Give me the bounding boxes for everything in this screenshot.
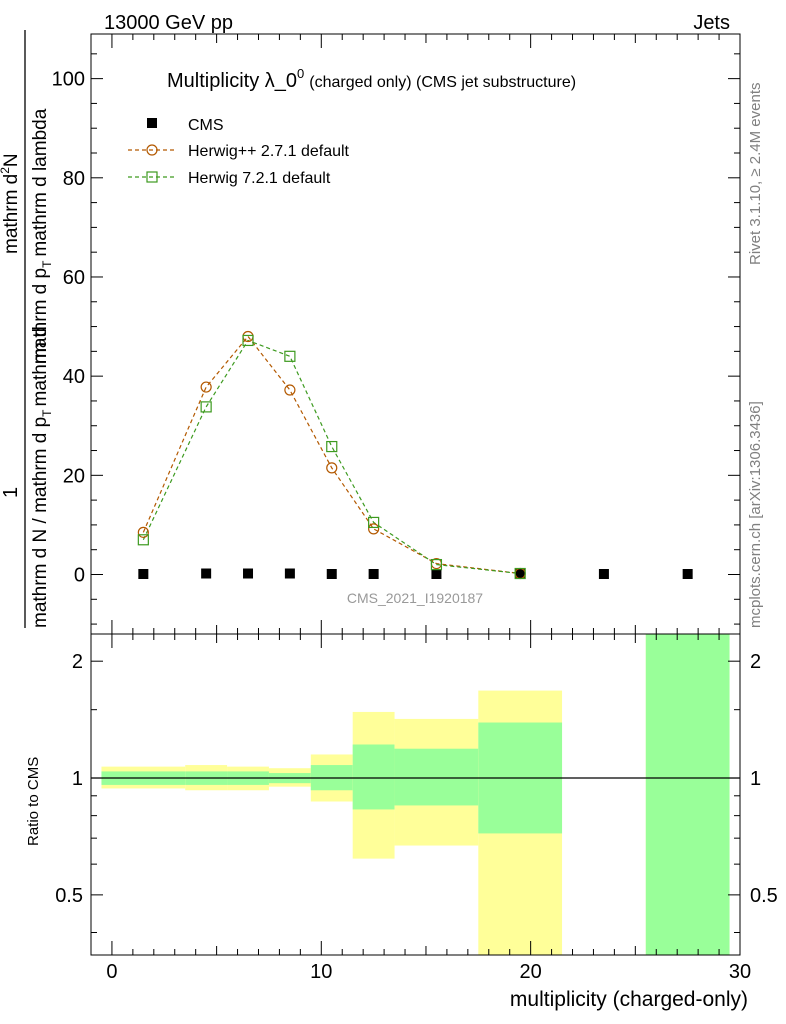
series-line-2 [142, 339, 521, 575]
ratio-y-tick-label-right: 1 [750, 768, 761, 790]
cms-point [284, 568, 295, 579]
herwigpp-point [284, 384, 296, 396]
main-y-tick-label: 0 [74, 564, 85, 586]
ratio-band-green [352, 744, 395, 810]
herwigpp-point [368, 523, 380, 535]
herwigpp-point [326, 462, 338, 474]
main-y-tick-label: 20 [63, 465, 85, 487]
main-y-ticks: 0 20 40 60 80 100 [52, 53, 740, 625]
side-label-mcplots: mcplots.cern.ch [arXiv:1306.3436] [747, 401, 764, 628]
ratio-band-green [394, 748, 479, 806]
herwigpp-point [137, 526, 149, 538]
cms-point [682, 569, 693, 579]
series-line-1 [142, 335, 521, 575]
main-y-tick-label: 40 [63, 366, 85, 388]
ratio-y-tick-label: 0.5 [55, 885, 83, 907]
cms-point [243, 568, 254, 579]
herwig7-point [368, 516, 380, 529]
legend-label-herwigpp: Herwig++ 2.7.1 default [188, 143, 350, 160]
side-label-rivet: Rivet 3.1.10, ≥ 2.4M events [747, 83, 764, 266]
legend-label-cms: CMS [188, 117, 224, 134]
legend-label-herwig7: Herwig 7.2.1 default [188, 170, 331, 187]
cms-point [431, 569, 442, 579]
main-y-tick-label: 80 [63, 168, 85, 190]
x-tick-label: 10 [310, 961, 332, 983]
legend-marker-herwig7 [146, 171, 158, 183]
title-detail: (charged only) (CMS jet substructure) [309, 74, 576, 91]
cms-point [515, 569, 526, 579]
main-ylabel-denominator: mathrm d N / mathrm d pTmathrm d [30, 326, 54, 628]
main-ylabel-fraction-bottom: mathrm d pTmathrm d lambda [30, 108, 54, 364]
ratio-frame [90, 633, 741, 956]
ratio-x-ticks: 0 10 20 30 [90, 634, 751, 983]
herwig7-point [242, 334, 254, 347]
legend-marker-cms [147, 118, 157, 128]
cms-point [138, 569, 149, 579]
ratio-y-ticks: 0.5 0.5 1 1 2 2 [55, 651, 778, 933]
x-tick-label: 20 [520, 961, 542, 983]
x-axis-label: multiplicity (charged-only) [510, 988, 748, 1011]
herwigpp-point [200, 381, 212, 393]
main-ylabel-fraction-top: mathrm d2N [0, 153, 22, 254]
main-y-tick-label: 100 [52, 69, 85, 91]
ratio-band-green [645, 634, 730, 955]
header-process: Jets [693, 12, 730, 34]
ratio-y-axis-label: Ratio to CMS [25, 757, 42, 846]
watermark: CMS_2021_I1920187 [347, 590, 483, 606]
cms-point [326, 569, 337, 579]
x-tick-label: 30 [729, 961, 751, 983]
main-y-axis-label: 1 mathrm d2N mathrm d pTmathrm d lambda … [0, 30, 54, 628]
ratio-panel: 0.5 0.5 1 1 2 2 0 10 20 30 Ratio to CMS [25, 633, 778, 983]
legend-marker-herwigpp [146, 144, 158, 156]
header-energy: 13000 GeV pp [104, 12, 233, 34]
herwig7-point [430, 558, 443, 571]
main-x-ticks [90, 34, 741, 634]
ratio-y-tick-label-right: 2 [750, 651, 761, 673]
ratio-y-tick-label-right: 0.5 [750, 885, 778, 907]
cms-point [368, 569, 379, 579]
cms-point [201, 568, 212, 579]
svg-text:Multiplicity λ_00(charged only: Multiplicity λ_00 (charged only) (CMS jet… [167, 66, 576, 92]
main-series [137, 330, 693, 580]
legend: CMS Herwig++ 2.7.1 default Herwig 7.2.1 … [128, 117, 350, 187]
ratio-y-tick-label: 2 [72, 651, 83, 673]
herwig7-point [514, 567, 526, 580]
main-ylabel-one: 1 [0, 487, 22, 498]
ratio-y-tick-label: 1 [72, 768, 83, 790]
plot-title: Multiplicity λ_00 (charged only) (CMS jet… [167, 66, 576, 92]
herwig7-point [284, 350, 296, 362]
herwig7-point [200, 401, 212, 413]
ratio-bands [101, 634, 730, 955]
title-main: Multiplicity λ_0 [167, 70, 297, 92]
title-sup: 0 [297, 66, 304, 81]
main-panel: 0 20 40 60 80 100 CMS_2021_I1920187 [52, 33, 741, 635]
cms-point [598, 569, 609, 579]
x-tick-label: 0 [106, 961, 117, 983]
main-y-tick-label: 60 [63, 267, 85, 289]
herwig7-point [137, 534, 149, 546]
herwig7-point [326, 440, 338, 453]
